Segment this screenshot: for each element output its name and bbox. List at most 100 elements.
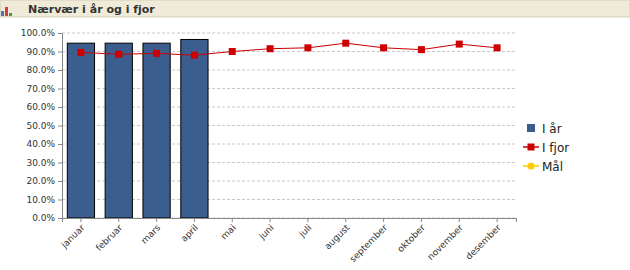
x-axis: januarfebruar mars april maijuni juli augusts… <box>59 218 517 264</box>
bar <box>143 43 170 218</box>
tick: mai <box>219 218 238 242</box>
tick-label: september <box>348 222 390 264</box>
line <box>81 43 497 55</box>
tick-mark <box>459 218 460 222</box>
tick-label: august <box>322 222 351 251</box>
marker <box>267 45 274 52</box>
tick: 40.0% <box>26 139 62 149</box>
tick-label: juni <box>256 223 275 242</box>
marker <box>494 44 501 51</box>
icon-bar <box>5 7 8 16</box>
tick-label: 0.0% <box>32 213 55 223</box>
tick-label: april <box>179 223 200 244</box>
tick-label: 80.0% <box>26 65 55 75</box>
tick: 100.0% <box>21 28 62 38</box>
tick-label: januar <box>59 222 87 250</box>
tick-mark <box>497 218 498 222</box>
tick-label: 30.0% <box>26 158 55 168</box>
header-bar <box>0 0 630 17</box>
title: Nærvær i år og i fjor <box>28 3 155 16</box>
tick-label: mars <box>139 222 162 245</box>
tick: september <box>348 218 390 264</box>
tick-label: februar <box>94 222 125 253</box>
tick-mark <box>58 52 62 53</box>
tick-mark <box>80 218 81 222</box>
tick-label: 60.0% <box>26 102 55 112</box>
marker <box>418 46 425 53</box>
tick: februar <box>94 218 125 253</box>
tick-mark <box>58 200 62 201</box>
tick-mark <box>194 218 195 222</box>
grid-line <box>62 33 516 34</box>
tick: november <box>425 218 465 262</box>
tick-mark <box>345 218 346 222</box>
icon-bar <box>9 13 12 16</box>
tick-mark <box>58 70 62 71</box>
legend-item: I år <box>527 122 562 136</box>
tick: april <box>179 218 200 244</box>
tick-label: 70.0% <box>26 84 55 94</box>
tick-mark <box>58 181 62 182</box>
tick: 60.0% <box>26 102 62 112</box>
tick-mark <box>58 163 62 164</box>
marker <box>456 41 463 48</box>
tick-mark <box>58 33 62 34</box>
bar <box>181 39 208 218</box>
legend-label: I år <box>542 122 562 136</box>
tick: 90.0% <box>26 47 62 57</box>
legend-label: Mål <box>542 160 563 174</box>
tick: mars <box>139 218 162 246</box>
tick: desember <box>464 218 503 262</box>
tick-label: 10.0% <box>26 195 55 205</box>
tick: 10.0% <box>26 195 62 205</box>
tick-label: desember <box>464 222 503 261</box>
tick-mark <box>58 126 62 127</box>
tick-label: november <box>425 222 465 262</box>
marker <box>380 44 387 51</box>
bar <box>105 43 132 218</box>
marker <box>77 49 84 56</box>
tick: 20.0% <box>26 176 62 186</box>
tick-label: 50.0% <box>26 121 55 131</box>
legend-marker <box>528 163 535 170</box>
tick-label: 20.0% <box>26 176 55 186</box>
grid <box>62 33 516 218</box>
tick: oktober <box>395 218 427 254</box>
tick-mark <box>421 218 422 222</box>
axis-line <box>58 34 63 219</box>
tick-label: mai <box>219 223 238 242</box>
tick: juni <box>256 218 275 242</box>
marker <box>342 40 349 47</box>
y-axis: 0.0% 10.0% 20.0% 30.0% 40.0% 50.0% 60.0% 70.0% 8… <box>21 28 63 223</box>
tick: januar <box>59 218 87 251</box>
tick: 70.0% <box>26 84 62 94</box>
bar <box>67 43 94 218</box>
icon-bar <box>1 11 4 16</box>
tick: 80.0% <box>26 65 62 75</box>
tick-mark <box>232 218 233 222</box>
header-icon <box>1 7 12 16</box>
tick-label: 90.0% <box>26 47 55 57</box>
legend-marker <box>528 144 535 151</box>
legend-item: Mål <box>523 160 563 174</box>
tick: 0.0% <box>32 213 62 223</box>
chart: Nærvær i år og i fjor 0.0% 10.0% 20.0% 30.0%… <box>0 0 630 270</box>
legend: I år I fjor Mål <box>523 122 569 174</box>
tick-label: 40.0% <box>26 139 55 149</box>
marker <box>153 50 160 57</box>
tick-mark <box>307 218 308 222</box>
tick-mark <box>156 218 157 222</box>
tick-mark <box>383 218 384 222</box>
tick-label: 100.0% <box>21 28 56 38</box>
axis-line <box>63 219 517 223</box>
tick-mark <box>118 218 119 222</box>
tick-mark <box>58 144 62 145</box>
tick-mark <box>270 218 271 222</box>
legend-item: I fjor <box>523 141 569 155</box>
tick-label: juli <box>296 223 313 240</box>
legend-label: I fjor <box>542 141 569 155</box>
legend-swatch <box>527 124 535 132</box>
tick: juli <box>296 218 313 240</box>
marker <box>115 51 122 58</box>
marker <box>191 52 198 59</box>
